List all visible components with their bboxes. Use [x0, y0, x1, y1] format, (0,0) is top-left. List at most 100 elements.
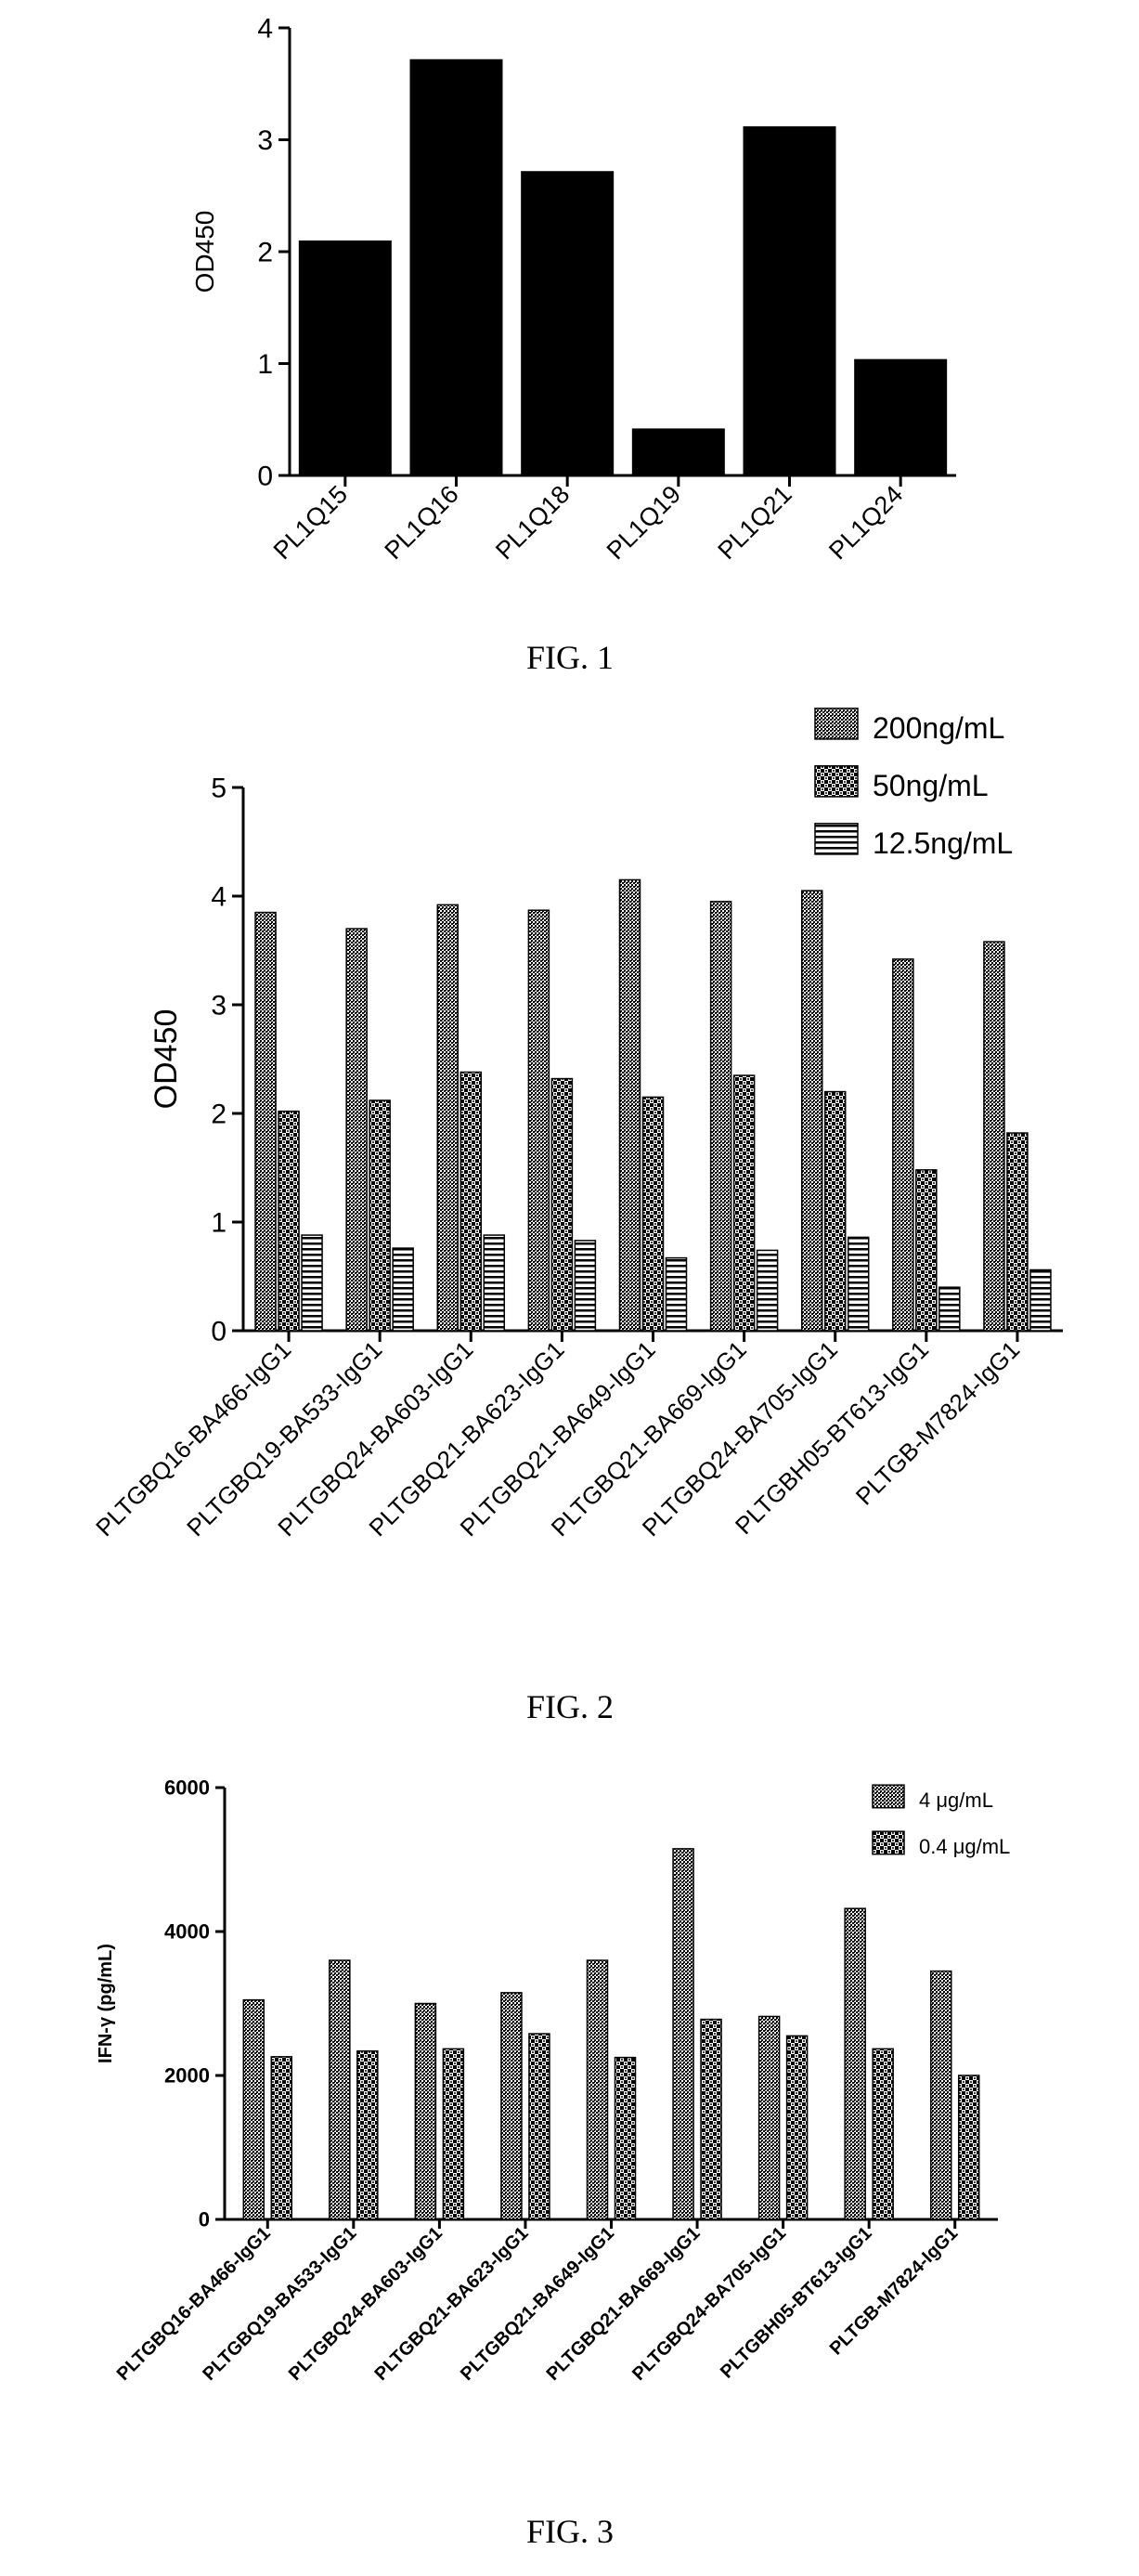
bar: [915, 1169, 938, 1332]
figure-caption: FIG. 1: [526, 639, 614, 676]
legend-swatch: [872, 1784, 905, 1809]
bar: [550, 1077, 574, 1332]
bar: [872, 2048, 894, 2220]
bar: [892, 958, 914, 1332]
y-tick-label: 2000: [164, 2064, 210, 2088]
y-axis-label: OD450: [190, 211, 219, 293]
y-tick-label: 1: [211, 1208, 227, 1239]
x-tick-label: PLTGBQ24-BA705-IgG1: [628, 2223, 790, 2385]
chart-fig2: 012345OD450PLTGBQ16-BA466-IgG1PLTGBQ19-B…: [90, 708, 1063, 1725]
x-tick-label: PLTGBQ21-BA623-IgG1: [370, 2223, 532, 2385]
legend-swatch: [872, 1830, 905, 1855]
y-tick-label: 2: [257, 238, 273, 268]
legend-label: 0.4 μg/mL: [919, 1835, 1010, 1858]
bar: [700, 2018, 722, 2220]
bar: [436, 904, 459, 1332]
bar: [442, 2048, 465, 2220]
bar: [785, 2035, 809, 2220]
bar: [329, 1959, 351, 2220]
y-tick-label: 3: [211, 991, 227, 1021]
chart-fig3: 0 2000 4000 6000 IFN-γ (pg/mL) PLTGBQ16-BA466…: [96, 1776, 1010, 2550]
y-axis-label: IFN-γ (pg/mL): [96, 1944, 116, 2063]
bar: [483, 1234, 506, 1332]
bar: [709, 901, 732, 1332]
bar: [672, 1848, 694, 2220]
legend-label: 200ng/mL: [873, 711, 1004, 745]
bar: [254, 911, 277, 1332]
x-tick-label: PLTGB-M7824-IgG1: [850, 1335, 1025, 1510]
y-tick-label: 6000: [164, 1776, 210, 1800]
bar: [409, 59, 503, 476]
y-tick-label: 4: [211, 882, 227, 913]
y-axis-label: OD450: [149, 1009, 184, 1110]
y-tick-label: 0: [257, 462, 273, 492]
bar: [800, 890, 823, 1332]
bar: [414, 2002, 437, 2220]
legend-label: 12.5ng/mL: [873, 826, 1013, 860]
bar: [618, 878, 641, 1332]
bar: [356, 2049, 379, 2220]
bar: [369, 1099, 391, 1332]
bar: [743, 126, 836, 476]
bar: [665, 1256, 688, 1332]
bar: [527, 909, 550, 1332]
legend-label: 4 μg/mL: [919, 1789, 993, 1812]
bar: [854, 358, 948, 475]
bar: [574, 1240, 597, 1332]
y-tick-label: 0: [211, 1317, 227, 1347]
y-tick-label: 4000: [164, 1920, 210, 1944]
bar: [844, 1907, 866, 2220]
bar: [521, 171, 615, 476]
bar: [1029, 1268, 1052, 1332]
bar: [528, 2033, 550, 2220]
chart-fig1: 0 1 2 3 4 OD450 PL1Q15 PL1Q16 PL1Q18 PL1Q19 PL1Q21…: [190, 14, 956, 676]
y-tick-label: 3: [257, 125, 273, 156]
legend-swatch: [814, 765, 859, 798]
bar: [500, 1992, 523, 2220]
bar: [298, 240, 392, 475]
y-tick-label: 1: [257, 349, 273, 380]
bar: [631, 428, 725, 475]
bar: [938, 1286, 961, 1332]
bar: [242, 1998, 265, 2220]
bar: [757, 2015, 781, 2220]
bar: [929, 1970, 952, 2220]
bar: [345, 928, 368, 1332]
legend-swatch: [814, 708, 859, 740]
bar: [957, 2075, 980, 2220]
bar: [459, 1071, 483, 1332]
x-tick-label: PLTGBQ24-BA603-IgG1: [285, 2223, 447, 2385]
x-tick-label: PL1Q18: [490, 480, 575, 565]
bar: [586, 1959, 609, 2220]
bar: [756, 1249, 779, 1332]
x-tick-label: PLTGBQ19-BA533-IgG1: [199, 2223, 360, 2385]
x-tick-label: PLTGBH05-BT613-IgG1: [717, 2223, 876, 2383]
y-tick-label: 2: [211, 1099, 227, 1130]
bar: [392, 1247, 414, 1332]
y-tick-label: 5: [211, 774, 227, 804]
bar: [983, 941, 1005, 1332]
figure-caption: FIG. 2: [526, 1688, 614, 1725]
bar: [732, 1074, 756, 1332]
bar: [278, 1110, 300, 1332]
x-tick-label: PLTGBQ21-BA669-IgG1: [543, 2223, 705, 2385]
x-tick-label: PLTGBQ16-BA466-IgG1: [113, 2223, 275, 2385]
bar: [823, 1090, 847, 1332]
figure-caption: FIG. 3: [526, 2513, 614, 2550]
bar: [301, 1234, 323, 1332]
bar: [1006, 1132, 1029, 1332]
y-tick-label: 0: [199, 2208, 210, 2231]
legend-label: 50ng/mL: [873, 769, 989, 802]
x-tick-label: PLTGBQ21-BA649-IgG1: [457, 2223, 618, 2385]
x-tick-label: PL1Q15: [268, 480, 353, 565]
x-tick-label: PL1Q19: [602, 480, 686, 565]
bar: [847, 1236, 870, 1332]
legend-swatch: [814, 823, 859, 855]
bar: [641, 1096, 665, 1332]
bar: [614, 2056, 637, 2220]
y-tick-label: 4: [257, 14, 273, 45]
x-tick-label: PL1Q24: [823, 480, 908, 565]
x-tick-label: PL1Q16: [379, 480, 463, 565]
x-tick-label: PL1Q21: [712, 480, 796, 565]
